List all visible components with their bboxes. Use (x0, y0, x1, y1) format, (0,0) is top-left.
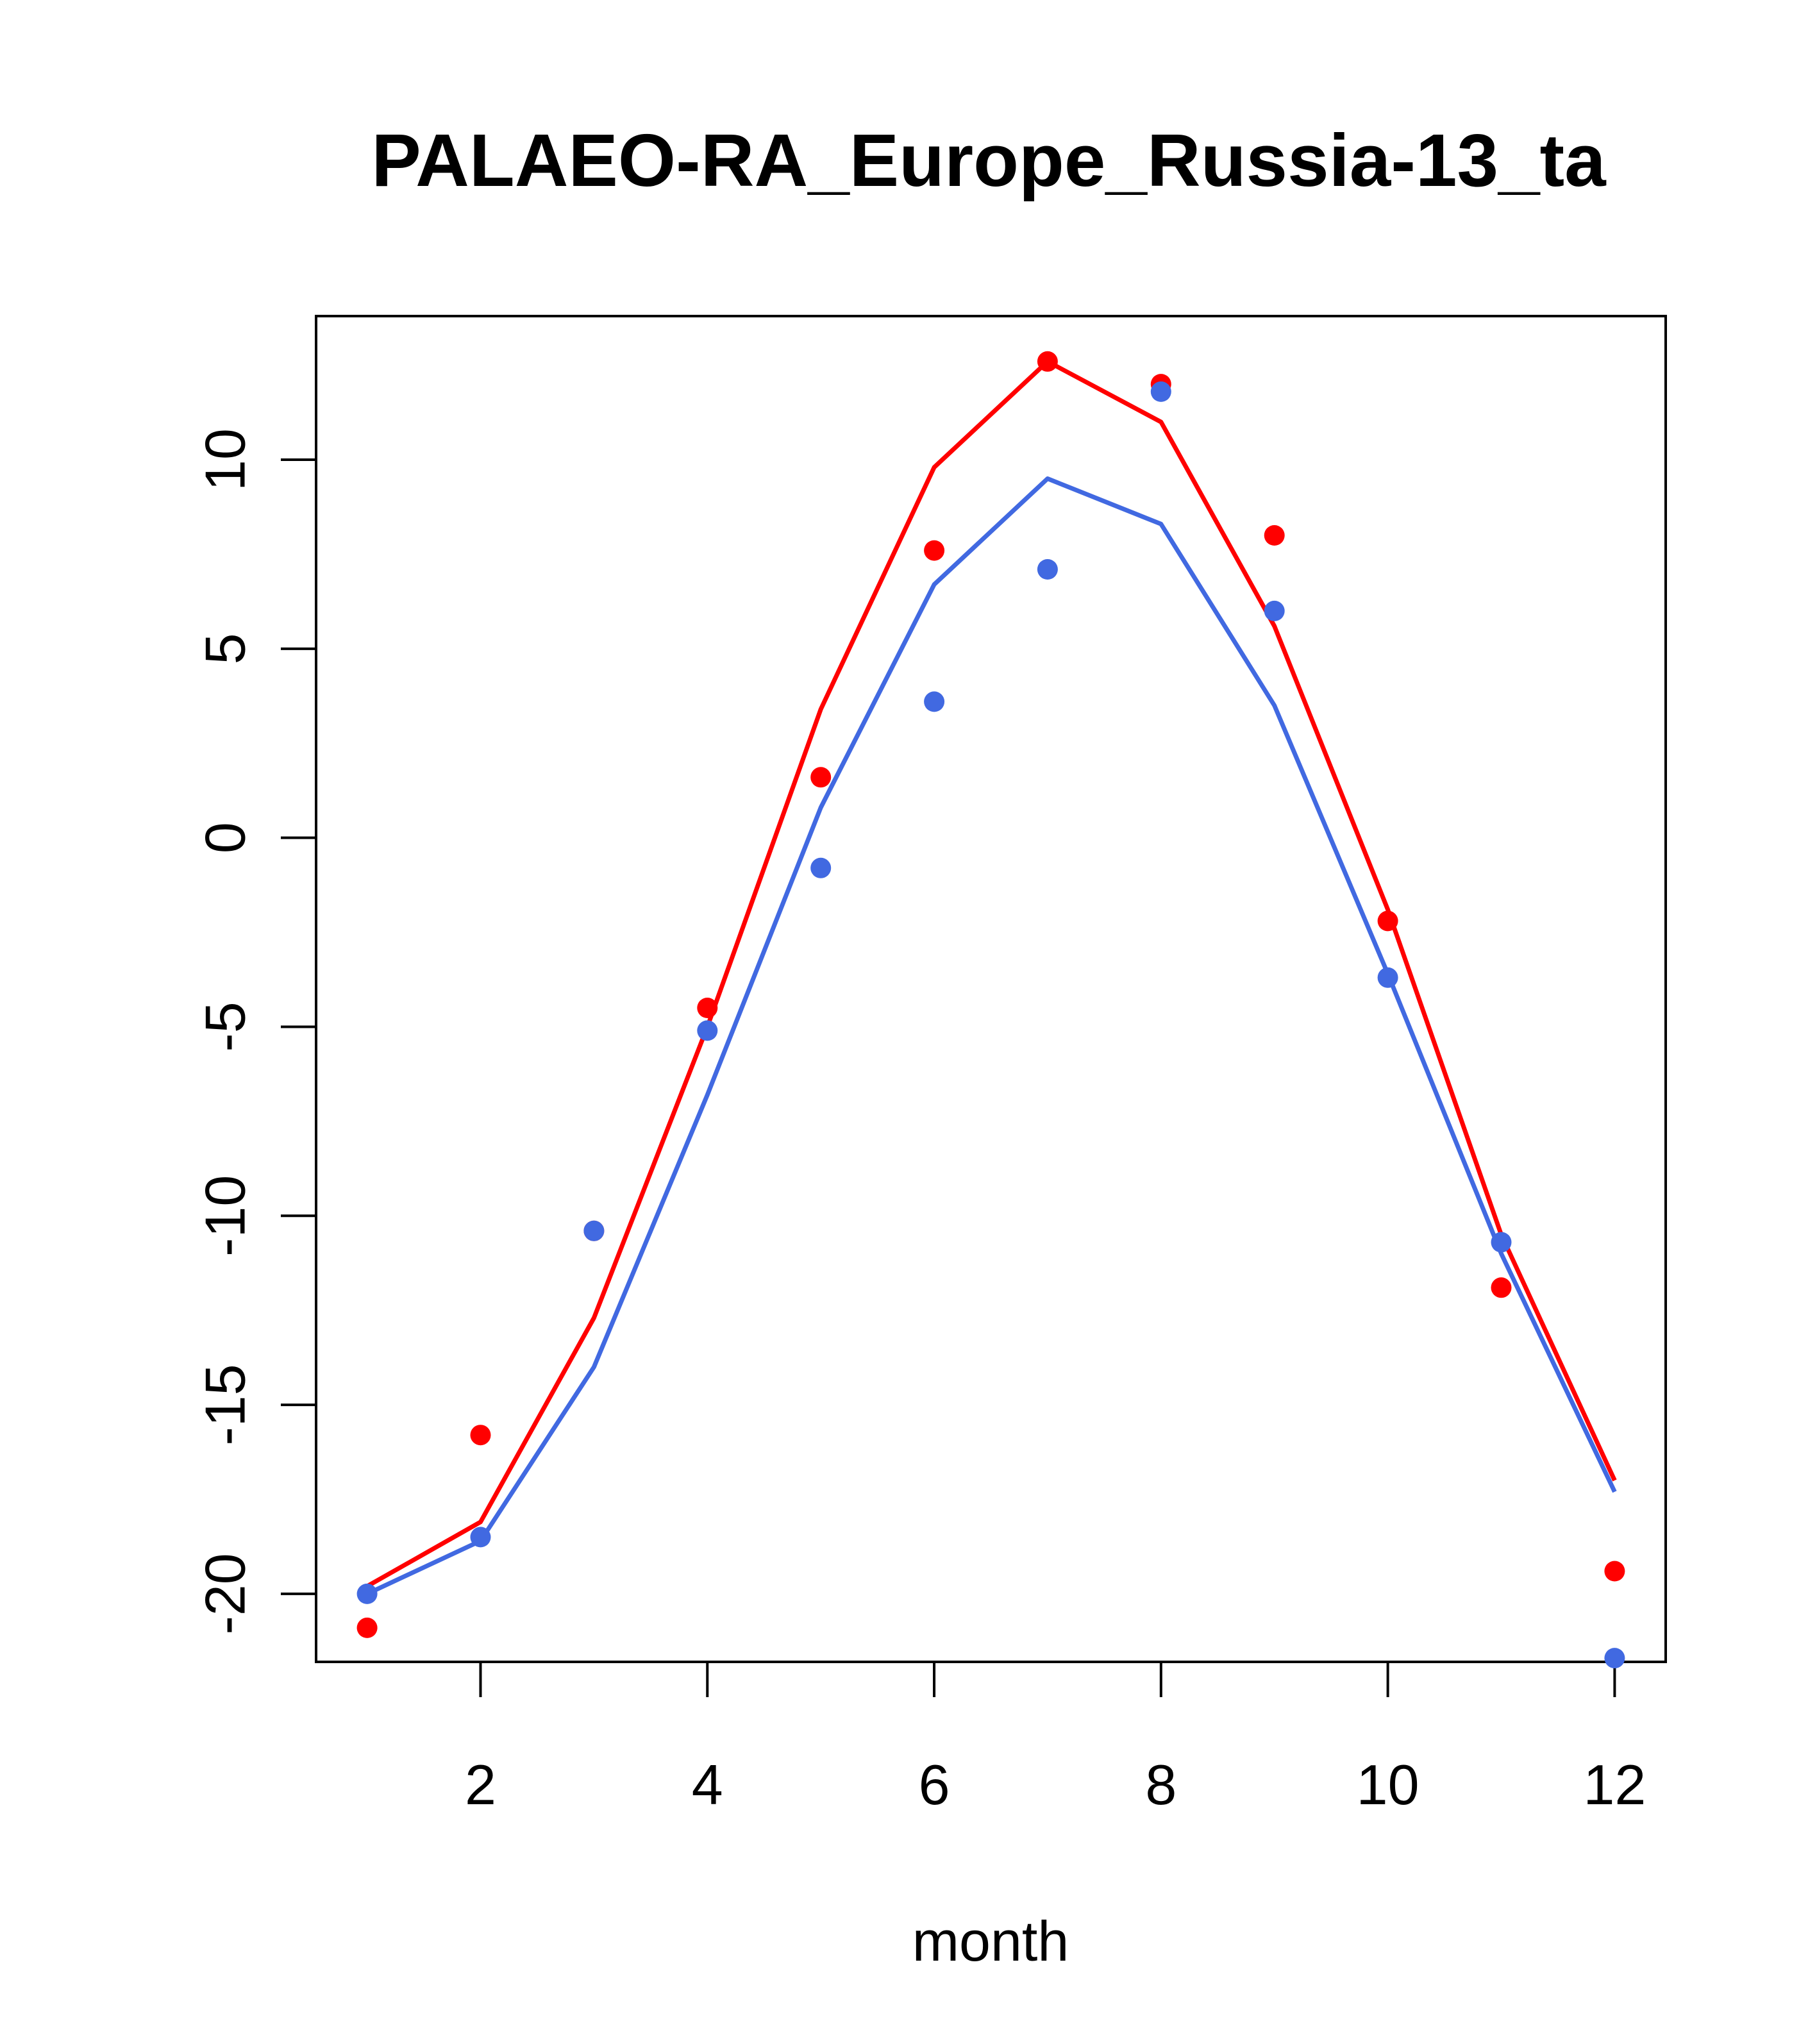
y-tick-label: 0 (194, 822, 257, 853)
x-axis-title: month (912, 1909, 1069, 1973)
series-2-point (1377, 967, 1398, 988)
chart-title: PALAEO-RA_Europe_Russia-13_ta (371, 119, 1607, 202)
series-2-point (583, 1220, 605, 1241)
x-tick-label: 10 (1357, 1753, 1419, 1816)
y-axis: -20 -15 -10 -5 0 5 10 (194, 428, 317, 1634)
series-2-point (810, 857, 832, 878)
y-tick-label: -20 (194, 1553, 257, 1634)
series-2-point (924, 691, 945, 712)
series-1-point (697, 998, 718, 1018)
y-tick-label: 10 (194, 428, 257, 491)
series-2-point (470, 1527, 491, 1548)
series-1-point (1491, 1277, 1512, 1298)
series-1-point (810, 767, 832, 788)
series-2-point (1604, 1648, 1625, 1669)
x-tick-label: 2 (465, 1753, 496, 1816)
x-tick-label: 8 (1145, 1753, 1176, 1816)
x-tick-label: 12 (1583, 1753, 1646, 1816)
series-1-point (1377, 910, 1398, 932)
series-1-point (356, 1617, 378, 1638)
series-2-point (1150, 381, 1171, 402)
y-tick-label: -10 (194, 1175, 257, 1257)
series-layer (356, 351, 1625, 1669)
x-axis: 2 4 6 8 10 12 (465, 1661, 1646, 1816)
series-2-line (366, 476, 1617, 1596)
series-1-line (365, 359, 1617, 1589)
series-2-point (356, 1583, 378, 1604)
series-2-point (1491, 1232, 1512, 1253)
series-1-point (1604, 1561, 1625, 1582)
plot-frame (315, 315, 1667, 1663)
series-1-point (470, 1425, 491, 1446)
series-2-point (1264, 600, 1285, 621)
x-tick-label: 4 (692, 1753, 723, 1816)
y-tick-label: -15 (194, 1364, 257, 1445)
y-tick-label: 5 (194, 633, 257, 664)
series-2-point (1037, 559, 1058, 580)
series-1-point (1264, 525, 1285, 546)
series-1-point (924, 540, 945, 561)
series-1-point (1037, 351, 1058, 372)
y-tick-label: -5 (194, 1001, 257, 1051)
series-2-point (697, 1020, 718, 1041)
x-tick-label: 6 (919, 1753, 950, 1816)
